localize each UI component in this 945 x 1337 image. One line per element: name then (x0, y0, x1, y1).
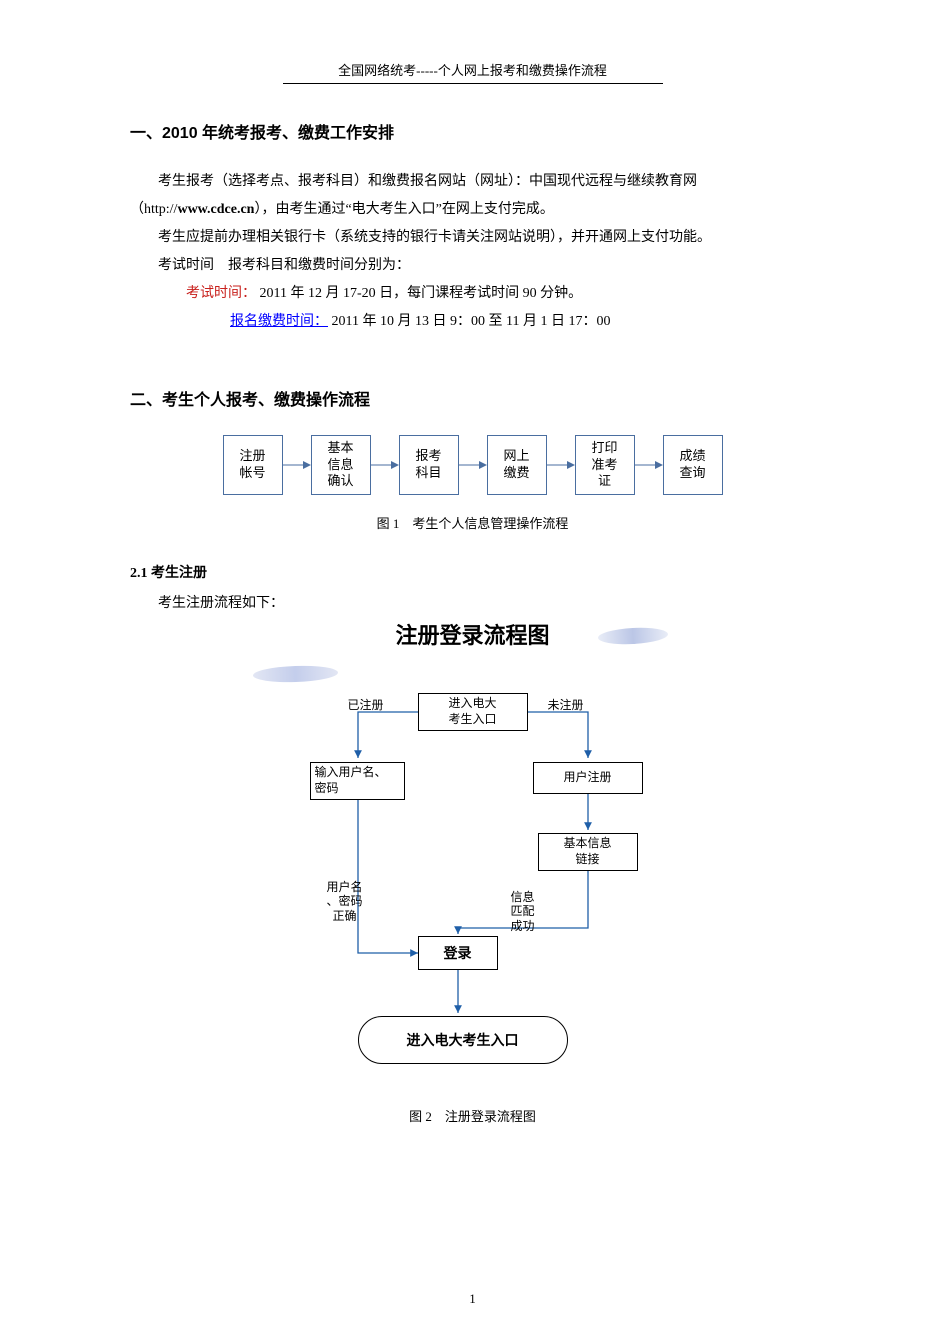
flow1-arrow-0 (283, 459, 311, 471)
reg-label: 报名缴费时间： (230, 314, 328, 329)
f2-entry: 进入电大考生入口 (418, 693, 528, 731)
section1-title: 一、2010 年统考报考、缴费工作安排 (130, 119, 815, 143)
s1-url: www.cdce.cn (177, 202, 254, 217)
flow1-arrow-2 (459, 459, 487, 471)
flow2-title: 注册登录流程图 (223, 618, 723, 650)
s1-p1c: ），由考生通过“电大考生入口”在网上支付完成。 (254, 202, 553, 217)
s1-reg-line: 报名缴费时间： 2011 年 10 月 13 日 9：00 至 11 月 1 日… (230, 308, 815, 336)
flowchart-2: 注册登录流程图 进入电大考生入口 已注册 未注册 输入用户名、密码 用户注册 基… (223, 618, 723, 1088)
caption-2: 图 2 注册登录流程图 (130, 1106, 815, 1125)
section2-title: 二、考生个人报考、缴费操作流程 (130, 386, 815, 410)
s1-p1-line1: 考生报考（选择考点、报考科目）和缴费报名网站（网址）：中国现代远程与继续教育网 (130, 168, 815, 196)
flow1-arrow-1 (371, 459, 399, 471)
flow1-node-5: 成绩查询 (663, 435, 723, 495)
caption-1: 图 1 考生个人信息管理操作流程 (130, 513, 815, 532)
f2-label-notregistered: 未注册 (548, 698, 584, 712)
flow1-node-3: 网上缴费 (487, 435, 547, 495)
exam-text: 2011 年 12 月 17-20 日，每门课程考试时间 90 分钟。 (260, 286, 583, 301)
flow1-arrow-3 (547, 459, 575, 471)
exam-label: 考试时间： (186, 286, 256, 301)
s1-p3: 考试时间 报考科目和缴费时间分别为： (130, 252, 815, 280)
f2-label-matchok: 信息匹配成功 (508, 890, 538, 933)
s1-p1b: （http:// (130, 202, 177, 217)
f2-label-registered: 已注册 (348, 698, 384, 712)
s1-p1-line2: （http://www.cdce.cn），由考生通过“电大考生入口”在网上支付完… (130, 196, 815, 224)
decorative-smudge-2 (252, 665, 338, 684)
sub21-title: 2.1 考生注册 (130, 562, 815, 582)
s1-p2: 考生应提前办理相关银行卡（系统支持的银行卡请关注网站说明），并开通网上支付功能。 (130, 224, 815, 252)
f2-input-login: 输入用户名、密码 (310, 762, 405, 800)
flow1-node-0: 注册帐号 (223, 435, 283, 495)
page-number: 1 (0, 1291, 945, 1307)
reg-text: 2011 年 10 月 13 日 9：00 至 11 月 1 日 17：00 (332, 314, 611, 329)
f2-basic-link: 基本信息链接 (538, 833, 638, 871)
doc-header: 全国网络统考-----个人网上报考和缴费操作流程 (130, 60, 815, 79)
f2-user-register: 用户注册 (533, 762, 643, 794)
header-underline (283, 83, 663, 84)
f2-terminator: 进入电大考生入口 (358, 1016, 568, 1064)
s1-exam-line: 考试时间： 2011 年 12 月 17-20 日，每门课程考试时间 90 分钟… (186, 280, 815, 308)
flowchart-1: 注册帐号 基本信息确认 报考科目 网上缴费 打印准考证 成绩查询 (130, 435, 815, 495)
flow1-arrow-4 (635, 459, 663, 471)
f2-login-box: 登录 (418, 936, 498, 970)
flow1-node-1: 基本信息确认 (311, 435, 371, 495)
flow1-node-2: 报考科目 (399, 435, 459, 495)
f2-label-pwdcorrect: 用户名、密码正确 (325, 880, 365, 923)
flow1-node-4: 打印准考证 (575, 435, 635, 495)
sub21-text: 考生注册流程如下： (130, 590, 815, 618)
